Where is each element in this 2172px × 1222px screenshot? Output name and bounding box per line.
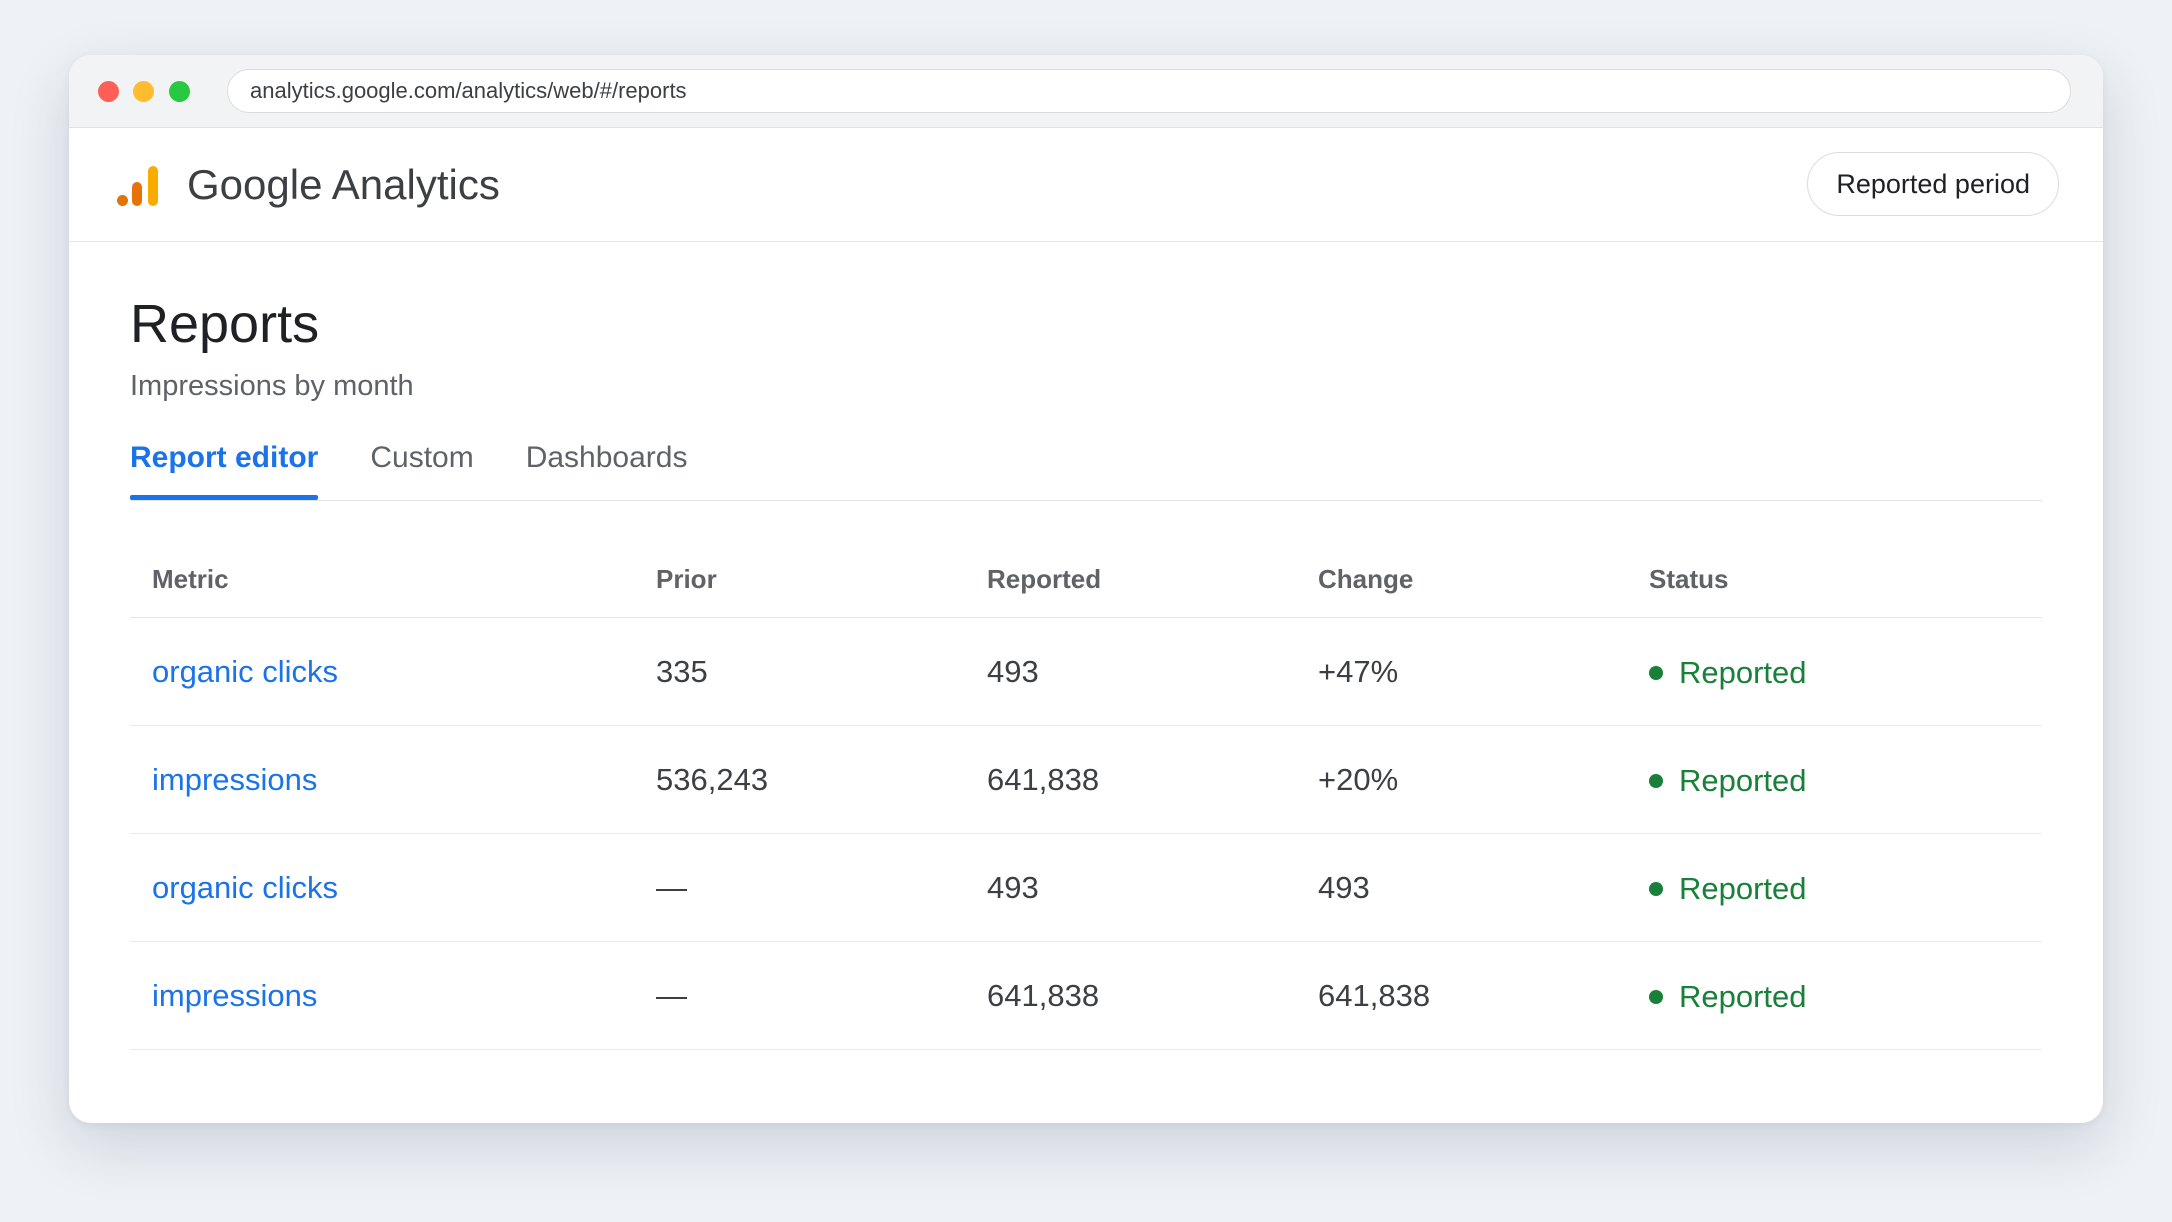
app-title: Google Analytics — [187, 161, 500, 208]
status-label: Reported — [1679, 979, 1807, 1014]
reported-cell: 493 — [965, 833, 1296, 942]
browser-window: analytics.google.com/analytics/web/#/rep… — [69, 55, 2103, 1123]
status-cell: Reported — [1627, 725, 2042, 834]
prior-cell: 536,243 — [634, 725, 965, 834]
metric-cell: impressions — [130, 725, 634, 834]
table-row: impressions 536,243 641,838 +20% Reporte… — [130, 725, 2042, 834]
page-title: Reports — [130, 294, 320, 354]
status-badge: Reported — [1649, 871, 1807, 907]
close-window-icon[interactable] — [98, 81, 119, 102]
status-cell: Reported — [1627, 833, 2042, 942]
status-label: Reported — [1679, 871, 1807, 906]
table-row: impressions — 641,838 641,838 Reported — [130, 941, 2042, 1050]
prior-cell: 335 — [634, 617, 965, 726]
metric-cell: organic clicks — [130, 833, 634, 942]
metric-cell: organic clicks — [130, 617, 634, 726]
status-badge: Reported — [1649, 655, 1807, 691]
logo-bar-large — [148, 166, 158, 206]
browser-chrome: analytics.google.com/analytics/web/#/rep… — [69, 55, 2103, 128]
metric-link[interactable]: organic clicks — [152, 869, 339, 905]
status-label: Reported — [1679, 763, 1807, 798]
main-content: Reports Impressions by month Report edit… — [69, 242, 2103, 1050]
table-header-row: Metric Prior Reported Change Status — [130, 541, 2042, 618]
address-bar[interactable]: analytics.google.com/analytics/web/#/rep… — [227, 69, 2071, 113]
tab-report-editor[interactable]: Report editor — [130, 438, 319, 500]
status-cell: Reported — [1627, 617, 2042, 726]
status-badge: Reported — [1649, 979, 1807, 1015]
metric-cell: impressions — [130, 941, 634, 1050]
prior-cell: — — [634, 833, 965, 942]
reported-period-button[interactable]: Reported period — [1807, 152, 2059, 216]
status-dot-icon — [1649, 666, 1663, 680]
tab-custom[interactable]: Custom — [370, 441, 474, 474]
table-row: organic clicks — 493 493 Reported — [130, 833, 2042, 942]
column-header-change[interactable]: Change — [1296, 541, 1627, 618]
maximize-window-icon[interactable] — [169, 81, 190, 102]
report-tabs: Report editor Custom Dashboards — [130, 438, 2042, 501]
table-row: organic clicks 335 493 +47% Reported — [130, 617, 2042, 726]
status-dot-icon — [1649, 882, 1663, 896]
status-dot-icon — [1649, 774, 1663, 788]
column-header-reported[interactable]: Reported — [965, 541, 1296, 618]
metric-link[interactable]: impressions — [152, 761, 318, 797]
column-header-status[interactable]: Status — [1627, 541, 2042, 618]
change-cell: +47% — [1296, 617, 1627, 726]
change-cell: 493 — [1296, 833, 1627, 942]
column-header-metric[interactable]: Metric — [130, 541, 634, 618]
status-dot-icon — [1649, 990, 1663, 1004]
change-cell: 641,838 — [1296, 941, 1627, 1050]
status-cell: Reported — [1627, 941, 2042, 1050]
analytics-bars-icon — [117, 166, 161, 206]
metric-link[interactable]: organic clicks — [152, 653, 339, 689]
reported-cell: 493 — [965, 617, 1296, 726]
logo-dot — [117, 195, 128, 206]
app-header: Google Analytics Reported period — [69, 128, 2103, 242]
column-header-prior[interactable]: Prior — [634, 541, 965, 618]
status-badge: Reported — [1649, 763, 1807, 799]
logo-bar-small — [132, 182, 142, 206]
reported-cell: 641,838 — [965, 725, 1296, 834]
status-label: Reported — [1679, 655, 1807, 690]
reported-cell: 641,838 — [965, 941, 1296, 1050]
prior-cell: — — [634, 941, 965, 1050]
change-cell: +20% — [1296, 725, 1627, 834]
tab-dashboards[interactable]: Dashboards — [525, 441, 688, 474]
metrics-table: Metric Prior Reported Change Status orga… — [130, 541, 2042, 1050]
metric-link[interactable]: impressions — [152, 977, 318, 1013]
page-subtitle: Impressions by month — [130, 370, 414, 402]
minimize-window-icon[interactable] — [133, 81, 154, 102]
